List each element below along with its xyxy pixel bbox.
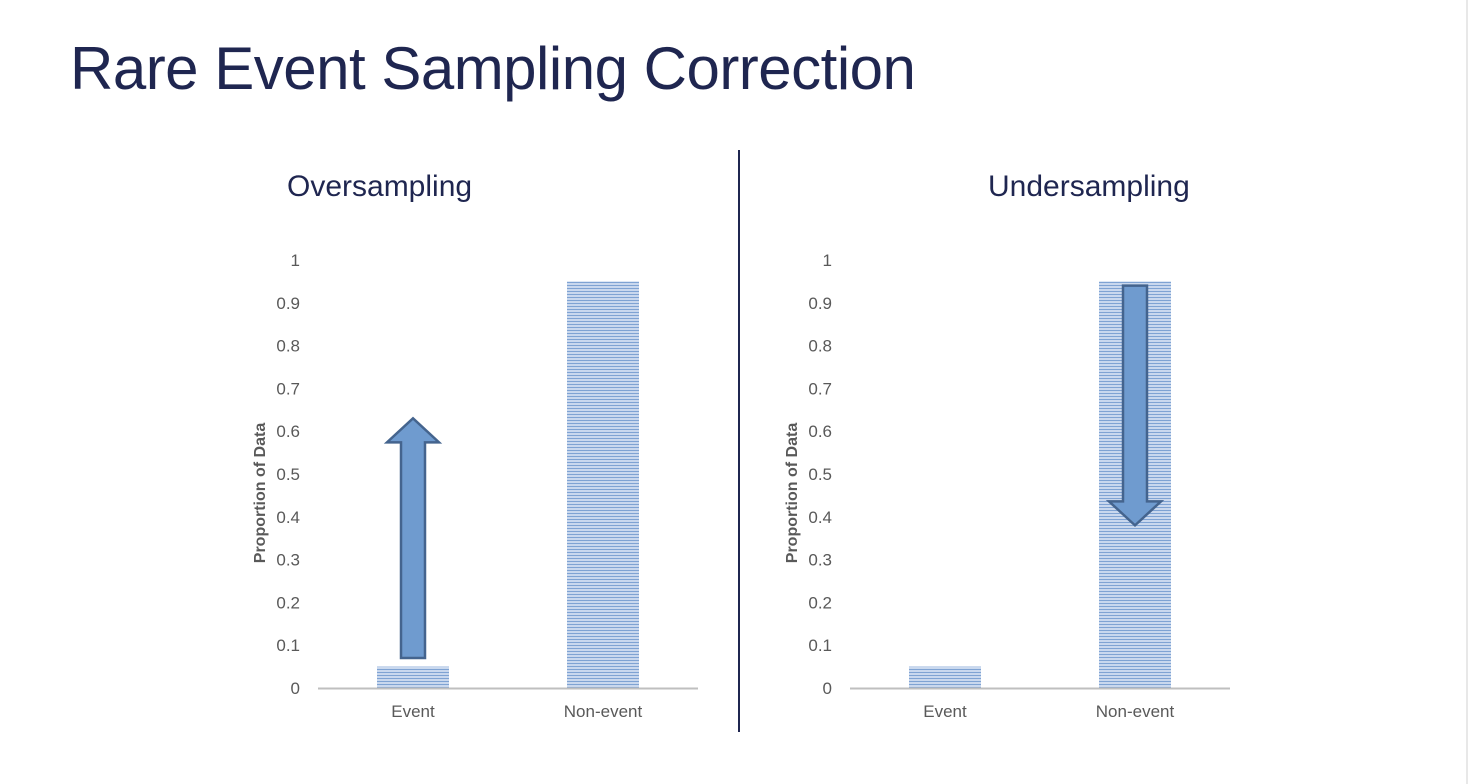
y-tick-label: 0.9: [276, 294, 300, 313]
bar-event: [377, 666, 449, 688]
slide-title: Rare Event Sampling Correction: [70, 35, 916, 102]
chart-title-undersampling: Undersampling: [988, 170, 1190, 203]
chart-title-oversampling: Oversampling: [287, 170, 473, 203]
oversampling-chart: 0 0.1 0.2 0.3 0.4 0.5 0.6 0.7 0.8 0.9 1 Proportion …: [252, 251, 698, 721]
panel-divider: [738, 150, 740, 732]
y-tick-label: 0.4: [808, 508, 832, 527]
x-tick-label: Event: [923, 702, 967, 721]
y-tick-label: 0.9: [808, 294, 832, 313]
y-tick-label: 0.8: [808, 337, 832, 356]
y-axis-label: Proportion of Data: [784, 423, 801, 564]
arrow-down-icon: [1105, 284, 1165, 528]
arrow-up-icon: [383, 416, 443, 660]
undersampling-chart: 0 0.1 0.2 0.3 0.4 0.5 0.6 0.7 0.8 0.9 1 Proportion …: [784, 251, 1230, 721]
y-tick-label: 0: [823, 679, 832, 698]
y-tick-label: 0: [291, 679, 300, 698]
y-tick-label: 0.5: [808, 465, 832, 484]
y-tick-label: 1: [291, 251, 300, 270]
y-tick-label: 0.8: [276, 337, 300, 356]
y-tick-label: 0.6: [808, 422, 832, 441]
y-tick-label: 0.7: [808, 379, 832, 398]
y-tick-label: 0.1: [808, 636, 832, 655]
y-axis-label: Proportion of Data: [252, 423, 269, 564]
x-tick-label: Non-event: [1096, 702, 1175, 721]
bar-non-event: [567, 281, 639, 688]
slide-edge: [1466, 0, 1468, 784]
y-tick-label: 0.3: [276, 551, 300, 570]
y-tick-label: 0.3: [808, 551, 832, 570]
y-tick-label: 0.2: [276, 593, 300, 612]
x-tick-label: Event: [391, 702, 435, 721]
y-tick-label: 0.1: [276, 636, 300, 655]
y-tick-label: 0.7: [276, 379, 300, 398]
y-tick-label: 0.4: [276, 508, 300, 527]
y-tick-label: 0.5: [276, 465, 300, 484]
x-tick-label: Non-event: [564, 702, 643, 721]
y-tick-label: 0.2: [808, 593, 832, 612]
bar-event: [909, 666, 981, 688]
y-tick-label: 1: [823, 251, 832, 270]
y-tick-label: 0.6: [276, 422, 300, 441]
